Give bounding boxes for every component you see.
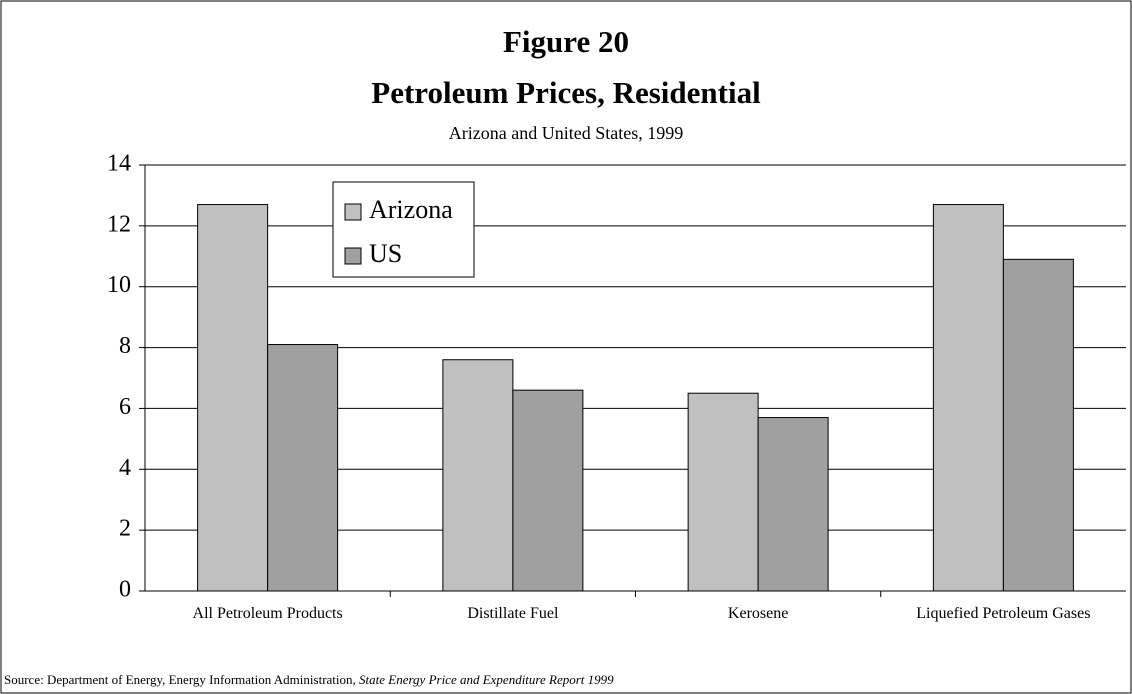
source-title: State Energy Price and Expenditure Repor… — [359, 672, 614, 687]
y-tick-label: 2 — [119, 516, 131, 542]
chart-subtitle2: Arizona and United States, 1999 — [449, 123, 683, 143]
bar — [757, 417, 829, 592]
x-tick-label-box: All Petroleum Products — [192, 605, 343, 622]
y-tick-label: 10 — [107, 272, 131, 298]
bar — [687, 392, 759, 592]
bar — [512, 389, 584, 592]
legend-label: US — [369, 239, 402, 268]
bar — [442, 359, 514, 592]
y-tick-label: 14 — [107, 151, 131, 177]
y-tick-label: 12 — [107, 211, 131, 237]
legend-swatch — [344, 247, 362, 265]
x-tick-label: All Petroleum Products — [192, 605, 343, 622]
chart-subtitle: Petroleum Prices, Residential — [371, 75, 761, 110]
x-tick-label-box: Distillate Fuel — [467, 605, 559, 622]
source: Source: Department of Energy, Energy Inf… — [4, 672, 614, 687]
chart-title: Figure 20 — [503, 24, 629, 59]
y-tick-label: 0 — [119, 577, 131, 603]
legend-label: Arizona — [369, 195, 453, 224]
x-tick-label-box: Liquefied Petroleum Gases — [916, 605, 1091, 622]
x-tick-label: Distillate Fuel — [467, 605, 559, 622]
bar — [197, 204, 269, 592]
x-tick-label: Kerosene — [727, 605, 789, 622]
y-tick-label: 8 — [119, 333, 131, 359]
x-tick-label: Liquefied Petroleum Gases — [916, 605, 1091, 622]
y-tick-label: 6 — [119, 394, 131, 420]
bar — [267, 344, 339, 592]
legend-swatch — [344, 203, 362, 221]
y-tick-label: 4 — [119, 455, 131, 481]
source-text: Source: Department of Energy, Energy Inf… — [4, 672, 356, 687]
bar — [1002, 258, 1074, 592]
x-tick-label-box: Kerosene — [727, 605, 789, 622]
bar — [932, 204, 1004, 592]
